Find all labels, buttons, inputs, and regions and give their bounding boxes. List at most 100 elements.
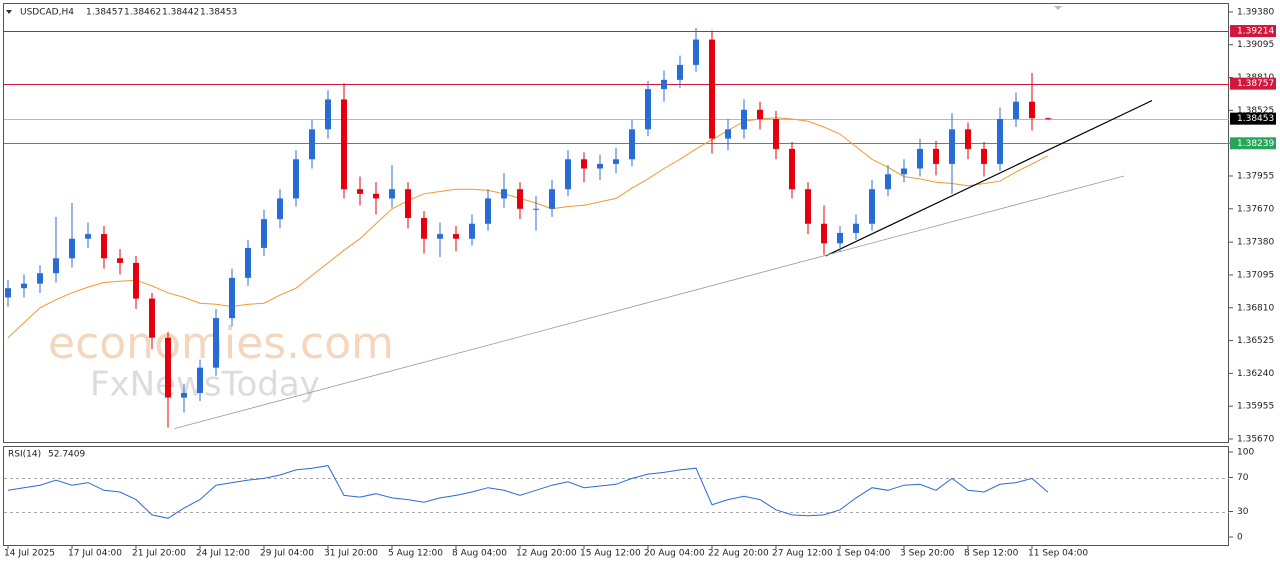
candle-body: [213, 318, 219, 368]
candle-body: [37, 273, 43, 284]
y-tick-label: 1.37955: [1237, 171, 1274, 181]
level-label: 1.38757: [1237, 79, 1274, 89]
candle-body: [437, 234, 443, 239]
candle-body: [325, 99, 331, 130]
ohlc-open: 1.38457: [86, 8, 123, 18]
candle-body: [821, 223, 827, 244]
x-tick-label: 8 Sep 12:00: [964, 549, 1019, 559]
watermark: FxNewsToday: [90, 365, 320, 405]
candle-body: [245, 247, 251, 278]
candle-body: [581, 159, 587, 169]
candle-body: [373, 193, 379, 199]
candle-body: [5, 288, 11, 298]
candle-body: [709, 39, 715, 139]
symbol-title: USDCAD,H4: [20, 8, 74, 18]
candle-body: [597, 163, 603, 169]
x-tick-label: 24 Jul 12:00: [196, 549, 250, 559]
level-label-box: [1230, 112, 1276, 125]
candle-body: [677, 64, 683, 80]
candle-body: [869, 189, 875, 224]
y-tick-label: 1.36525: [1237, 336, 1274, 346]
moving-average: [7, 117, 1049, 339]
x-tick-label: 21 Jul 20:00: [132, 549, 186, 559]
candle-body: [69, 238, 75, 259]
level-label-box: [1230, 77, 1276, 90]
candle-body: [421, 217, 427, 239]
candle-body: [453, 234, 459, 239]
x-tick-label: 27 Aug 12:00: [772, 549, 833, 559]
x-tick-label: 1 Sep 04:00: [836, 549, 891, 559]
level-label-box: [1230, 25, 1276, 38]
candle-body: [613, 159, 619, 164]
y-tick-label: 1.35670: [1237, 435, 1274, 445]
candle-body: [837, 232, 843, 244]
candle-body: [501, 189, 507, 199]
level-label: 1.38239: [1237, 139, 1274, 149]
candle-body: [901, 168, 907, 175]
candle-body: [789, 148, 795, 190]
candle-body: [517, 189, 523, 209]
candle-body: [645, 89, 651, 130]
y-tick-label: 30: [1237, 507, 1249, 517]
x-tick-label: 14 Jul 2025: [4, 549, 55, 559]
ohlc-low: 1.38442: [162, 8, 199, 18]
rsi-line: [7, 465, 1049, 519]
trendline: [825, 100, 1153, 257]
candle-body: [133, 262, 139, 299]
candle-body: [405, 189, 411, 218]
candle-body: [293, 159, 299, 199]
candle-body: [1013, 101, 1019, 119]
candle-body: [485, 198, 491, 224]
y-tick-label: 0: [1237, 533, 1243, 543]
x-tick-label: 20 Aug 04:00: [644, 549, 705, 559]
candle-body: [165, 337, 171, 398]
trendline: [174, 175, 1125, 430]
candle-body: [693, 39, 699, 65]
rsi-value: 52.7409: [48, 450, 85, 460]
y-tick-label: 1.36240: [1237, 369, 1274, 379]
candle-body: [629, 129, 635, 160]
rsi-pane: [3, 446, 1229, 546]
candle-body: [1029, 101, 1035, 119]
y-tick-label: 1.39095: [1237, 40, 1274, 50]
ohlc-close: 1.38453: [200, 8, 237, 18]
candle-body: [1045, 118, 1051, 120]
candle-body: [981, 148, 987, 164]
y-tick-label: 70: [1237, 473, 1249, 483]
candle-body: [773, 118, 779, 149]
level-label: 1.38453: [1237, 114, 1274, 124]
menu-arrow[interactable]: [6, 10, 12, 14]
candle-body: [565, 159, 571, 190]
y-tick-label: 1.37380: [1237, 238, 1274, 248]
x-tick-label: 8 Aug 04:00: [452, 549, 507, 559]
candle-body: [885, 174, 891, 190]
price-pane: [3, 3, 1229, 443]
x-tick-label: 5 Aug 12:00: [388, 549, 443, 559]
candle-body: [469, 223, 475, 239]
x-tick-label: 22 Aug 20:00: [708, 549, 769, 559]
y-tick-label: 1.36810: [1237, 303, 1274, 313]
y-tick-label: 100: [1237, 448, 1254, 458]
candle-body: [357, 189, 363, 194]
candle-body: [725, 129, 731, 139]
candle-body: [117, 258, 123, 263]
y-tick-label: 1.35955: [1237, 402, 1274, 412]
x-tick-label: 29 Jul 04:00: [260, 549, 314, 559]
candle-body: [757, 109, 763, 119]
candle-body: [533, 208, 539, 210]
candle-body: [965, 129, 971, 149]
candle-body: [805, 189, 811, 224]
candle-body: [21, 283, 27, 289]
x-tick-label: 12 Aug 20:00: [516, 549, 577, 559]
watermark: economies.com: [48, 318, 394, 369]
candle-body: [549, 189, 555, 209]
candle-body: [853, 223, 859, 233]
x-tick-label: 15 Aug 12:00: [580, 549, 641, 559]
level-label-box: [1230, 137, 1276, 150]
shift-marker: [1054, 6, 1062, 10]
x-tick-label: 3 Sep 20:00: [900, 549, 955, 559]
candle-body: [661, 79, 667, 90]
candle-body: [53, 258, 59, 274]
candle-body: [85, 234, 91, 239]
